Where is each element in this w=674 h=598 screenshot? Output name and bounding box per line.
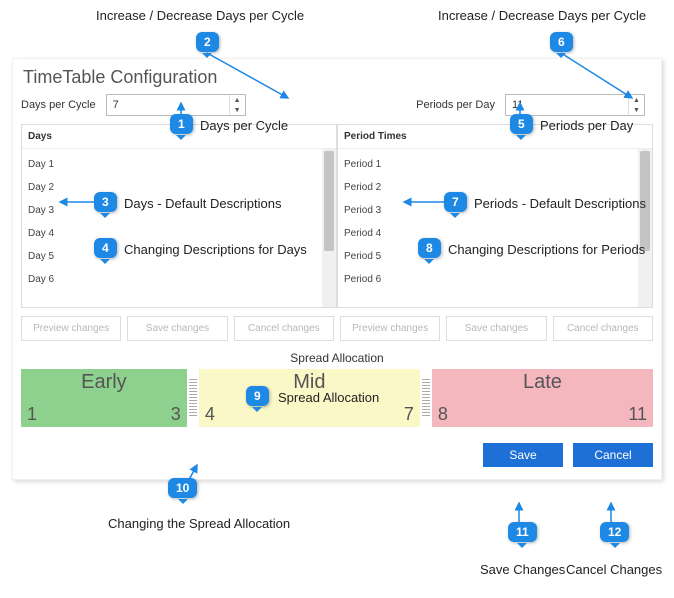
anno-10-text: Changing the Spread Allocation (108, 516, 290, 531)
spread-resize-handle[interactable] (189, 379, 197, 417)
periods-scrollbar[interactable] (638, 149, 652, 307)
callout-8: 8 (418, 238, 441, 258)
callout-3: 3 (94, 192, 117, 212)
callout-4: 4 (94, 238, 117, 258)
spread-segment-late: Late 811 (432, 369, 653, 427)
spread-resize-handle[interactable] (422, 379, 430, 417)
periods-increase-icon[interactable]: ▲ (629, 95, 644, 105)
spread-segment-range: 47 (199, 404, 420, 427)
callout-12: 12 (600, 522, 629, 542)
page-title: TimeTable Configuration (23, 67, 653, 88)
cancel-button[interactable]: Cancel (573, 443, 653, 467)
periods-save-button[interactable]: Save changes (446, 316, 546, 341)
callout-5: 5 (510, 114, 533, 134)
spread-segment-range: 13 (21, 404, 187, 427)
spread-segment-early: Early 13 (21, 369, 187, 427)
callout-2: 2 (196, 32, 219, 52)
callout-7: 7 (444, 192, 467, 212)
spread-segment-label: Late (432, 369, 653, 394)
periods-per-day-label: Periods per Day (416, 99, 495, 111)
save-button[interactable]: Save (483, 443, 563, 467)
callout-10: 10 (168, 478, 197, 498)
periods-preview-button[interactable]: Preview changes (340, 316, 440, 341)
anno-12-text: Cancel Changes (566, 562, 662, 577)
days-scrollbar[interactable] (322, 149, 336, 307)
days-increase-icon[interactable]: ▲ (230, 95, 245, 105)
spread-segment-label: Early (21, 369, 187, 394)
spread-allocation-title: Spread Allocation (21, 351, 653, 365)
days-per-cycle-value: 7 (107, 99, 229, 111)
periods-decrease-icon[interactable]: ▼ (629, 105, 644, 115)
days-per-cycle-spinner[interactable]: 7 ▲ ▼ (106, 94, 246, 116)
callout-9: 9 (246, 386, 269, 406)
periods-per-day-value: 11 (506, 99, 628, 111)
days-list-item[interactable]: Day 6 (22, 268, 336, 291)
anno-9-text: Spread Allocation (278, 390, 379, 405)
anno-8-text: Changing Descriptions for Periods (448, 242, 645, 257)
days-decrease-icon[interactable]: ▼ (230, 105, 245, 115)
anno-1-text: Days per Cycle (200, 118, 288, 133)
days-list-item[interactable]: Day 1 (22, 153, 336, 176)
spinner-row: Days per Cycle 7 ▲ ▼ Periods per Day 11 … (21, 94, 653, 116)
callout-11: 11 (508, 522, 537, 542)
periods-per-day-spinner[interactable]: 11 ▲ ▼ (505, 94, 645, 116)
periods-list: Period Times Period 1Period 2Period 3Per… (337, 124, 653, 308)
days-list: Days Day 1Day 2Day 3Day 4Day 5Day 6 (21, 124, 337, 308)
anno-top-right: Increase / Decrease Days per Cycle (438, 8, 646, 23)
anno-11-text: Save Changes (480, 562, 565, 577)
spread-segment-range: 811 (432, 404, 653, 427)
anno-5-text: Periods per Day (540, 118, 633, 133)
callout-6: 6 (550, 32, 573, 52)
days-per-cycle-label: Days per Cycle (21, 99, 96, 111)
periods-list-item[interactable]: Period 1 (338, 153, 652, 176)
anno-4-text: Changing Descriptions for Days (124, 242, 307, 257)
days-save-button[interactable]: Save changes (127, 316, 227, 341)
days-cancel-button[interactable]: Cancel changes (234, 316, 334, 341)
anno-7-text: Periods - Default Descriptions (474, 196, 646, 211)
anno-top-left: Increase / Decrease Days per Cycle (96, 8, 304, 23)
periods-cancel-button[interactable]: Cancel changes (553, 316, 653, 341)
anno-3-text: Days - Default Descriptions (124, 196, 282, 211)
days-preview-button[interactable]: Preview changes (21, 316, 121, 341)
periods-list-item[interactable]: Period 6 (338, 268, 652, 291)
callout-1: 1 (170, 114, 193, 134)
